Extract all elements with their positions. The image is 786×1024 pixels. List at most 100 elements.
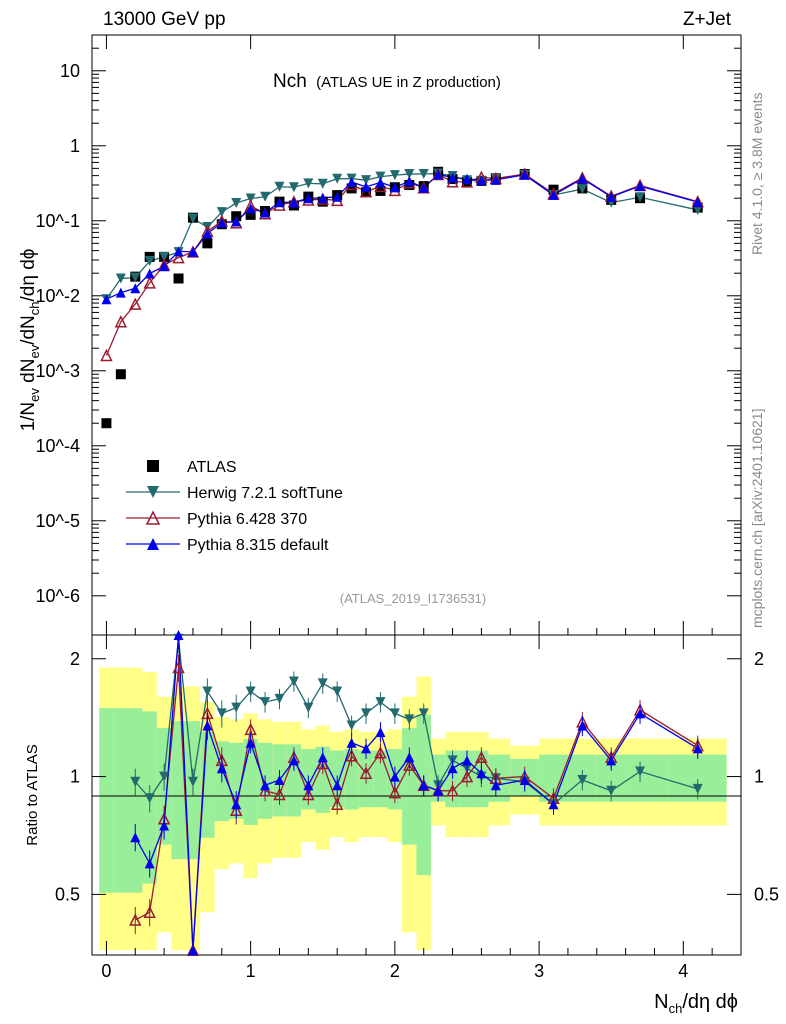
pythia-8-315-default-ratio-point — [461, 755, 472, 766]
herwig-7-2-1-softtune-point — [332, 173, 343, 184]
pythia-6-428-370-point — [172, 250, 185, 264]
legend-marker — [147, 460, 159, 472]
pythia-8-315-default-point — [159, 261, 170, 272]
herwig-7-2-1-softtune-point — [115, 273, 126, 284]
herwig-7-2-1-softtune-point — [159, 251, 170, 262]
herwig-7-2-1-softtune-ratio-point — [346, 720, 357, 731]
herwig-7-2-1-softtune-point — [144, 256, 155, 267]
header-left: 13000 GeV pp — [103, 9, 226, 30]
ratio-tick-label-right: 1 — [754, 767, 764, 787]
pythia-8-315-default-ratio-point — [548, 799, 559, 810]
pythia-8-315-default-point — [433, 169, 444, 180]
pythia-8-315-default-point — [231, 216, 242, 227]
pythia-6-428-370-line — [105, 173, 698, 356]
herwig-7-2-1-softtune-point — [245, 193, 256, 204]
herwig-7-2-1-softtune-ratio-point — [260, 697, 271, 708]
y-axis-title: 1/Nev dNev/dNch/dη dϕ — [18, 249, 42, 432]
pythia-6-428-370-ratio-point — [302, 787, 315, 801]
y-tick-label: 10^-4 — [36, 436, 80, 456]
pythia-8-315-default-point — [288, 197, 299, 208]
pythia-6-428-370-ratio-point — [143, 905, 156, 919]
inner-uncertainty-band — [113, 708, 129, 893]
pythia-8-315-default-point — [130, 283, 141, 294]
herwig-7-2-1-softtune-point — [375, 171, 386, 182]
pythia-8-315-default-ratio-point — [476, 768, 487, 779]
pythia-8-315-default-point — [447, 172, 458, 183]
herwig-7-2-1-softtune-ratio-point — [216, 708, 227, 719]
herwig-7-2-1-softtune-ratio-point — [404, 714, 415, 725]
herwig-7-2-1-softtune-ratio-point — [692, 783, 703, 794]
pythia-8-315-default-ratio-point — [187, 945, 198, 956]
main-panel: 10^-6 10^-5 10^-4 10^-3 10^-2 10^-1 1 10 Nch (A… — [36, 34, 742, 636]
pythia-8-315-default-ratio-point — [173, 630, 184, 640]
herwig-7-2-1-softtune-ratio-point — [159, 771, 170, 782]
herwig-7-2-1-softtune-point — [418, 169, 429, 180]
pythia-8-315-default-ratio-point — [274, 774, 285, 785]
inner-uncertainty-band — [128, 708, 143, 893]
pythia-6-428-370-point — [114, 315, 128, 328]
herwig-7-2-1-softtune-point — [404, 169, 415, 180]
pythia-6-428-370-ratio-point — [374, 746, 387, 759]
legend-label: Pythia 8.315 default — [187, 537, 329, 554]
pythia-8-315-default-point — [389, 182, 400, 193]
ratio-tick-label-right: 2 — [754, 649, 764, 669]
x-tick-label: 3 — [534, 961, 544, 981]
herwig-7-2-1-softtune-point — [577, 184, 588, 195]
herwig-7-2-1-softtune-ratio-point — [332, 686, 343, 697]
inner-uncertainty-band — [200, 731, 215, 838]
herwig-7-2-1-softtune-point — [216, 207, 227, 218]
herwig-7-2-1-softtune-ratio-point — [375, 697, 386, 708]
ratio-bands — [99, 667, 727, 951]
herwig-7-2-1-softtune-ratio-point — [245, 686, 256, 697]
analysis-id: (ATLAS_2019_I1736531) — [340, 591, 486, 606]
pythia-8-315-default-ratio-point — [159, 820, 170, 831]
pythia-6-428-370-ratio-point — [403, 758, 416, 771]
pythia-8-315-default-ratio-point — [260, 780, 271, 791]
x-axis-title: Nch/dη dϕ — [654, 991, 738, 1016]
pythia-8-315-default-point — [346, 176, 357, 187]
pythia-8-315-default-ratio-point — [490, 780, 501, 791]
pythia-8-315-default-ratio-point — [389, 771, 400, 782]
pythia-8-315-default-point — [692, 197, 703, 208]
rivet-label: Rivet 4.1.0, ≥ 3.8M events — [749, 92, 765, 255]
pythia-6-428-370-ratio-point — [316, 756, 329, 770]
pythia-8-315-default-line — [106, 173, 698, 300]
pythia-8-315-default-ratio-point — [130, 832, 141, 843]
pythia-6-428-370-ratio-point — [129, 913, 142, 926]
y-tick-label: 10^-5 — [36, 511, 80, 531]
pythia-8-315-default-point — [274, 197, 285, 208]
herwig-7-2-1-softtune-point — [288, 182, 299, 193]
atlas-point — [101, 418, 112, 429]
y-tick-label: 10^-1 — [36, 211, 80, 231]
herwig-7-2-1-softtune-point — [389, 170, 400, 181]
y-tick-label: 10^-3 — [36, 361, 80, 381]
ratio-points — [129, 630, 704, 956]
pythia-8-315-default-ratio-point — [202, 720, 213, 731]
pythia-8-315-default-point — [476, 175, 487, 186]
pythia-8-315-default-point — [490, 174, 501, 185]
herwig-7-2-1-softtune-ratio-point — [389, 708, 400, 719]
pythia-8-315-default-point — [115, 287, 126, 298]
pythia-6-428-370-ratio-point — [330, 797, 344, 810]
legend-marker — [147, 538, 159, 550]
legend-label: ATLAS — [187, 459, 237, 476]
pythia-8-315-default-ratio-point — [288, 755, 299, 766]
pythia-8-315-default-point — [303, 193, 314, 204]
pythia-8-315-default-ratio-point — [404, 752, 415, 763]
y-tick-label: 10^-6 — [36, 586, 80, 606]
ratio-tick-label-right: 0.5 — [754, 884, 779, 904]
chart-title-main: Nch — [273, 71, 307, 92]
pythia-8-315-default-point — [173, 246, 184, 257]
x-tick-label: 4 — [678, 961, 688, 981]
herwig-7-2-1-softtune-point — [231, 198, 242, 209]
pythia-8-315-default-ratio-point — [361, 743, 372, 754]
x-tick-label: 0 — [101, 961, 111, 981]
ratio-panel: 0 1 2 3 4 0.5 0.5 1 1 2 2 — [55, 630, 779, 981]
herwig-7-2-1-softtune-ratio-point — [231, 702, 242, 713]
herwig-7-2-1-softtune-point — [130, 272, 141, 283]
y-tick-label: 1 — [70, 136, 80, 156]
herwig-7-2-1-softtune-ratio-point — [187, 776, 198, 787]
herwig-7-2-1-softtune-point — [274, 181, 285, 192]
chart-title-sub: (ATLAS UE in Z production) — [316, 74, 501, 91]
pythia-6-428-370-ratio-point — [475, 750, 488, 764]
